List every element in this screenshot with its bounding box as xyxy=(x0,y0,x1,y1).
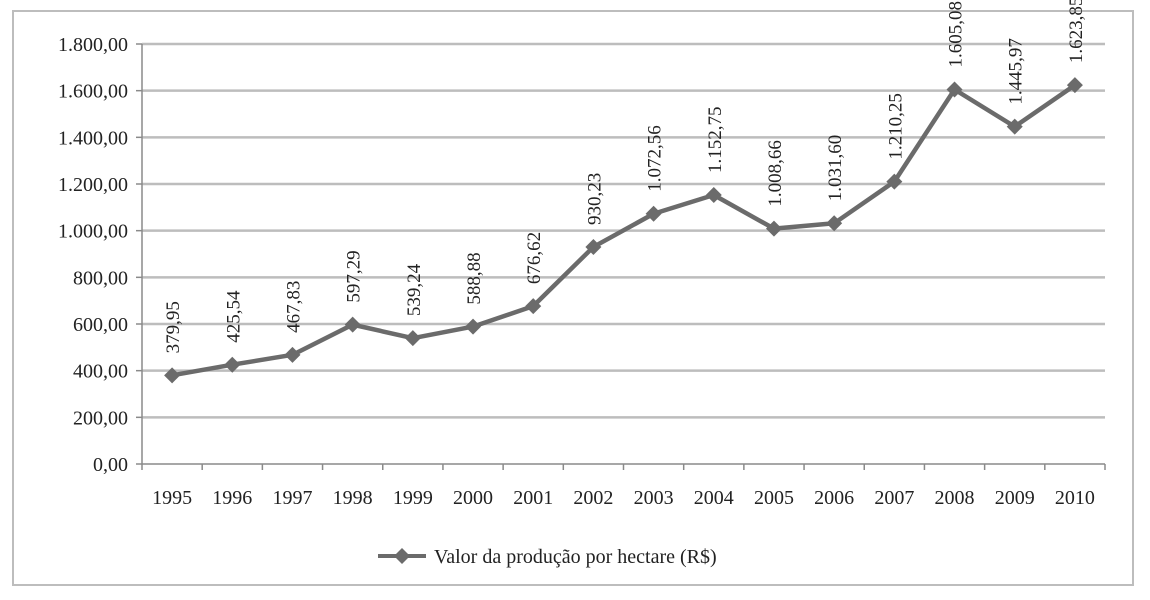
data-point-marker xyxy=(164,367,181,384)
x-tick-label: 2009 xyxy=(995,487,1035,509)
x-tick-label: 2000 xyxy=(453,487,493,509)
data-point-marker xyxy=(404,330,421,347)
data-point-marker xyxy=(284,346,301,363)
data-label: 1.031,60 xyxy=(825,135,846,202)
data-label: 676,62 xyxy=(524,232,545,284)
y-tick-label: 1.000,00 xyxy=(58,221,128,243)
x-tick-label: 2006 xyxy=(814,487,854,509)
data-label: 425,54 xyxy=(223,290,244,343)
x-tick-label: 2004 xyxy=(694,487,734,509)
data-label: 1.008,66 xyxy=(765,140,786,207)
data-point-marker xyxy=(465,318,482,335)
series-layer xyxy=(164,77,1083,384)
data-point-marker xyxy=(224,356,241,373)
data-point-marker xyxy=(826,215,843,232)
y-tick-label: 1.800,00 xyxy=(58,34,128,56)
legend-marker xyxy=(394,548,410,564)
data-point-marker xyxy=(705,187,722,204)
data-point-marker xyxy=(585,238,602,255)
data-point-marker xyxy=(1066,77,1083,94)
data-point-marker xyxy=(1006,118,1023,135)
data-point-marker xyxy=(886,173,903,190)
data-label: 1.605,08 xyxy=(946,1,967,68)
x-tick-label: 2002 xyxy=(573,487,613,509)
y-tick-label: 1.600,00 xyxy=(58,81,128,103)
y-axis: 0,00 200,00 400,00 600,00 800,00 1.000,00 1.20… xyxy=(58,34,143,476)
x-tick-label: 1999 xyxy=(393,487,433,509)
x-tick-label: 2007 xyxy=(874,487,914,509)
data-label: 539,24 xyxy=(404,263,425,316)
data-label: 1.210,25 xyxy=(885,93,906,160)
data-label: 597,29 xyxy=(344,250,365,302)
data-point-marker xyxy=(344,316,361,333)
data-point-marker xyxy=(525,298,542,315)
x-tick-label: 2003 xyxy=(634,487,674,509)
y-tick-label: 600,00 xyxy=(73,314,128,336)
x-tick-label: 1996 xyxy=(212,487,252,509)
series-line xyxy=(171,83,1077,378)
data-label: 1.623,85 xyxy=(1066,0,1087,63)
x-axis: 1995 1996 1997 1998 1999 2000 2001 2002 2003 2004… xyxy=(141,463,1106,509)
data-label: 1.152,75 xyxy=(705,107,726,174)
y-tick-label: 1.400,00 xyxy=(58,127,128,149)
y-tick-label: 400,00 xyxy=(73,361,128,383)
x-tick-label: 1997 xyxy=(272,487,312,509)
y-tick-label: 1.200,00 xyxy=(58,174,128,196)
data-label: 1.445,97 xyxy=(1006,38,1027,105)
x-tick-label: 2005 xyxy=(754,487,794,509)
data-label: 467,83 xyxy=(283,281,304,333)
data-label: 1.072,56 xyxy=(645,125,666,192)
chart-frame xyxy=(12,10,1134,586)
data-point-marker xyxy=(645,205,662,222)
legend: Valor da produção por hectare (R$) xyxy=(378,546,717,568)
x-tick-label: 1998 xyxy=(333,487,373,509)
x-tick-label: 1995 xyxy=(152,487,192,509)
y-tick-label: 0,00 xyxy=(93,454,128,476)
data-label: 588,88 xyxy=(464,252,485,304)
data-label: 379,95 xyxy=(163,301,184,353)
gridlines xyxy=(142,42,1105,419)
legend-label: Valor da produção por hectare (R$) xyxy=(434,546,717,568)
x-tick-label: 2001 xyxy=(513,487,553,509)
data-label: 930,23 xyxy=(584,173,605,225)
y-tick-label: 200,00 xyxy=(73,407,128,429)
y-tick-label: 800,00 xyxy=(73,267,128,289)
data-point-marker xyxy=(765,220,782,237)
data-labels: 379,95 425,54 467,83 597,29 539,24 588,88 676,… xyxy=(163,0,1087,353)
x-tick-label: 2008 xyxy=(935,487,975,509)
x-tick-label: 2010 xyxy=(1055,487,1095,509)
data-point-marker xyxy=(946,81,963,98)
